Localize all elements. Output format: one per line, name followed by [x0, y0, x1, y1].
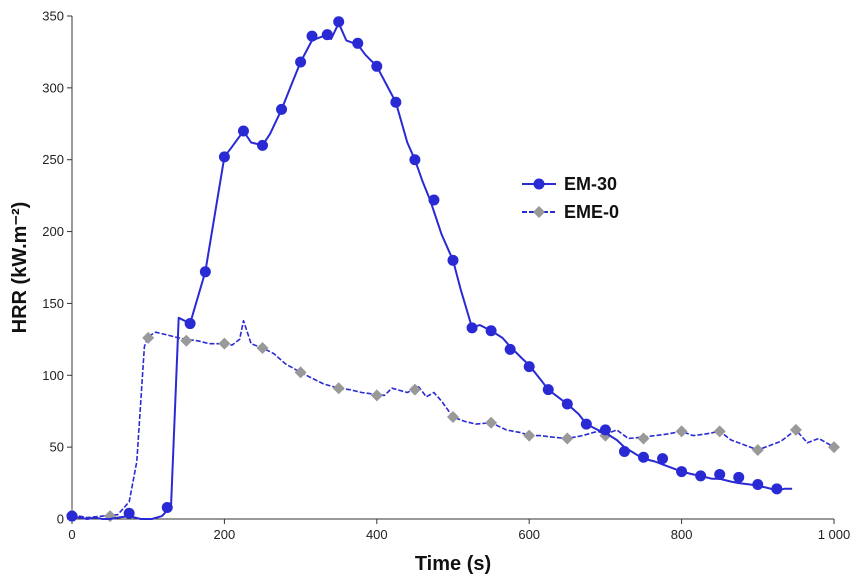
- data-point-em-30: [237, 125, 249, 137]
- legend-label: EM-30: [564, 174, 617, 194]
- data-point-em-30: [306, 30, 318, 42]
- data-point-em-30: [447, 254, 459, 266]
- legend-marker: [533, 178, 545, 190]
- data-point-eme-0: [256, 341, 269, 354]
- x-tick-label: 200: [214, 527, 236, 542]
- y-tick-label: 200: [42, 224, 64, 239]
- data-point-em-30: [676, 466, 688, 478]
- data-point-eme-0: [637, 432, 650, 445]
- data-point-eme-0: [675, 425, 688, 438]
- legend-item-em-30: EM-30: [522, 174, 617, 194]
- y-tick-label: 150: [42, 296, 64, 311]
- series-layer: [66, 16, 840, 523]
- data-point-em-30: [295, 56, 307, 68]
- data-point-eme-0: [561, 432, 574, 445]
- series-eme-0: [66, 319, 840, 523]
- x-tick-label: 400: [366, 527, 388, 542]
- data-point-em-30: [561, 398, 573, 410]
- y-tick-label: 300: [42, 80, 64, 95]
- data-point-em-30: [321, 29, 333, 41]
- data-point-em-30: [542, 384, 554, 396]
- y-tick-label: 0: [57, 512, 64, 527]
- data-point-em-30: [276, 103, 288, 115]
- data-point-eme-0: [485, 416, 498, 429]
- data-point-eme-0: [828, 441, 840, 454]
- data-point-em-30: [218, 151, 230, 163]
- data-point-em-30: [771, 483, 783, 495]
- data-point-em-30: [618, 445, 630, 457]
- data-point-eme-0: [370, 389, 383, 402]
- data-point-em-30: [695, 470, 707, 482]
- data-point-em-30: [657, 453, 669, 465]
- data-point-eme-0: [142, 331, 155, 344]
- data-point-eme-0: [294, 366, 307, 379]
- data-point-eme-0: [447, 410, 459, 423]
- series-line-em-30: [71, 22, 793, 520]
- data-point-eme-0: [332, 382, 345, 395]
- data-point-em-30: [257, 139, 268, 151]
- x-tick-label: 800: [671, 527, 693, 542]
- data-point-eme-0: [713, 425, 726, 438]
- chart-axes: 0 200 400 600 800 1 000 0 50 100 150 200 250 300 350: [42, 9, 850, 543]
- data-point-em-30: [752, 479, 764, 491]
- x-tick-label: 1 000: [818, 527, 851, 542]
- data-point-eme-0: [104, 510, 117, 523]
- legend-item-eme-0: EME-0: [522, 202, 619, 222]
- data-point-em-30: [409, 154, 421, 166]
- y-tick-label: 350: [42, 9, 64, 24]
- y-tick-label: 50: [50, 440, 64, 455]
- y-axis-title: HRR (kW.m⁻²): [9, 202, 31, 334]
- data-point-em-30: [123, 507, 135, 519]
- data-point-eme-0: [789, 423, 802, 436]
- data-point-em-30: [599, 424, 611, 436]
- data-point-em-30: [733, 471, 745, 483]
- series-em-30: [66, 16, 793, 522]
- data-point-em-30: [580, 418, 592, 430]
- legend-marker: [533, 206, 545, 218]
- data-point-em-30: [352, 37, 364, 49]
- data-point-em-30: [333, 16, 345, 28]
- legend-label: EME-0: [564, 202, 619, 222]
- x-axis-title: Time (s): [415, 553, 491, 575]
- data-point-em-30: [638, 451, 649, 463]
- data-point-em-30: [371, 60, 383, 72]
- y-tick-label: 250: [42, 152, 64, 167]
- chart-legend: EM-30 EME-0: [522, 174, 619, 222]
- data-point-eme-0: [408, 383, 421, 396]
- data-point-eme-0: [218, 337, 231, 350]
- data-point-em-30: [66, 510, 78, 522]
- data-point-em-30: [504, 343, 516, 355]
- y-tick-label: 100: [42, 368, 64, 383]
- x-tick-label: 0: [68, 527, 75, 542]
- data-point-em-30: [466, 322, 478, 334]
- data-point-eme-0: [180, 334, 193, 347]
- data-point-em-30: [390, 96, 402, 108]
- data-point-em-30: [428, 194, 440, 206]
- data-point-em-30: [161, 502, 173, 514]
- data-point-em-30: [184, 318, 196, 330]
- data-point-em-30: [199, 266, 211, 278]
- data-point-em-30: [485, 325, 497, 337]
- data-point-em-30: [523, 361, 535, 373]
- data-point-em-30: [714, 468, 726, 480]
- data-point-eme-0: [523, 429, 536, 442]
- x-tick-label: 600: [518, 527, 540, 542]
- data-point-eme-0: [751, 444, 764, 457]
